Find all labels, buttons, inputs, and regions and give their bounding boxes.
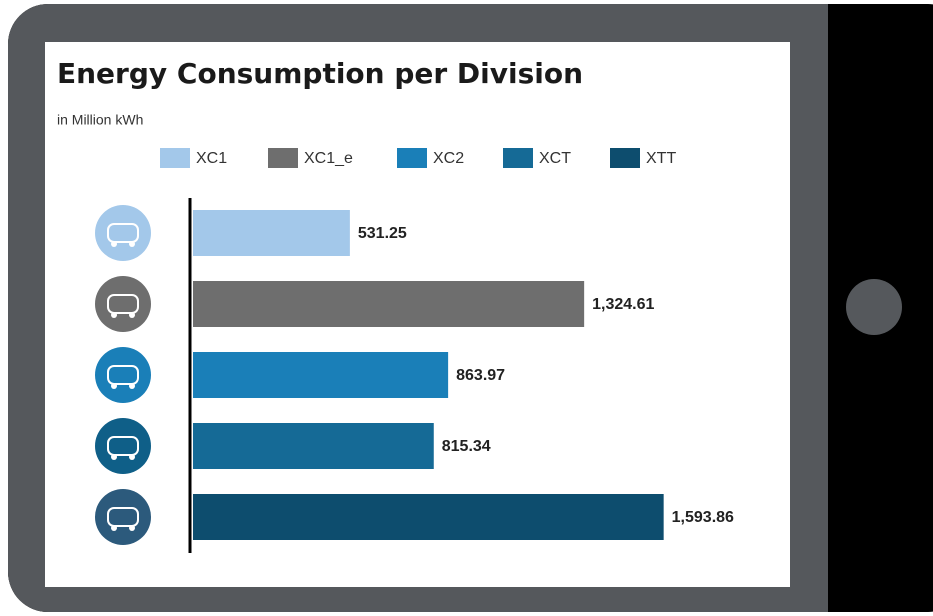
value-label: 1,324.61 [592,296,654,313]
icon-wheel [111,525,117,531]
value-label: 531.25 [358,225,407,242]
bar [193,281,585,327]
home-button[interactable] [846,279,902,335]
legend-label: XC1 [196,150,227,167]
chart-subtitle: in Million kWh [57,112,143,128]
chart-title: Energy Consumption per Division [57,57,583,90]
bar [193,423,434,469]
legend-swatch [397,148,427,168]
legend-swatch [503,148,533,168]
bar [193,494,664,540]
value-label: 863.97 [456,367,505,384]
legend-label: XC1_e [304,150,353,167]
category-icon [95,347,151,403]
value-label: 1,593.86 [672,509,734,526]
icon-glyph [107,365,139,385]
value-label: 815.34 [442,438,491,455]
icon-glyph [107,436,139,456]
bar [193,352,449,398]
icon-glyph [107,507,139,527]
icon-wheel [111,312,117,318]
icon-wheel [111,241,117,247]
icon-wheel [111,383,117,389]
legend-label: XC2 [433,150,464,167]
category-icon [95,489,151,545]
plot: XC1 XC1_e XC2 XCT XTT 531.25 1,324.61 863.97 815… [95,148,734,545]
legend-swatch [160,148,190,168]
legend-label: XCT [539,150,571,167]
legend-swatch [268,148,298,168]
legend-label: XTT [646,150,676,167]
icon-glyph [107,294,139,314]
bar [193,210,350,256]
icon-wheel [129,454,135,460]
legend-swatch [610,148,640,168]
icon-wheel [111,454,117,460]
icon-glyph [107,223,139,243]
category-icon [95,418,151,474]
icon-wheel [129,383,135,389]
category-icon [95,276,151,332]
icon-wheel [129,312,135,318]
category-icon [95,205,151,261]
icon-wheel [129,241,135,247]
icon-wheel [129,525,135,531]
